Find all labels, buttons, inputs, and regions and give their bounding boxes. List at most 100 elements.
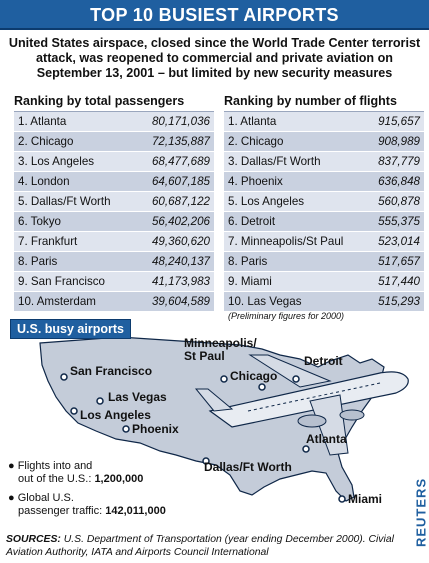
sources-note: SOURCES: U.S. Department of Transportati…: [6, 534, 421, 559]
city-label-minneapolis-line2: St Paul: [184, 349, 225, 363]
subtitle: United States airspace, closed since the…: [8, 36, 421, 80]
row-label: 7. Frankfurt: [18, 235, 78, 248]
passengers-heading: Ranking by total passengers: [14, 94, 185, 108]
row-label: 1. Atlanta: [228, 115, 277, 128]
airplane-graphic: [194, 354, 409, 456]
row-value: 72,135,887: [151, 135, 210, 148]
page-title: TOP 10 BUSIEST AIRPORTS: [0, 0, 429, 30]
stat-passengers: ● Global U.S. passenger traffic: 142,011…: [8, 492, 166, 518]
row-value: 555,375: [378, 215, 420, 228]
table-row: 7. Minneapolis/St Paul 523,014: [224, 232, 424, 252]
row-label: 2. Chicago: [228, 135, 284, 148]
city-label-chicago: Chicago: [230, 369, 278, 383]
row-label: 8. Paris: [228, 255, 268, 268]
row-value: 56,402,206: [151, 215, 210, 228]
city-label-dallas: Dallas/Ft Worth: [204, 460, 292, 474]
row-value: 68,477,689: [151, 155, 210, 168]
dot-atlanta: [302, 445, 310, 453]
sources-label: SOURCES:: [6, 534, 61, 545]
city-label-detroit: Detroit: [304, 354, 343, 368]
city-label-phoenix: Phoenix: [132, 422, 179, 436]
row-value: 49,360,620: [151, 235, 210, 248]
row-value: 80,171,036: [151, 115, 210, 128]
table-row: 4. Phoenix 636,848: [224, 172, 424, 192]
table-row: 10. Las Vegas 515,293: [224, 292, 424, 312]
row-value: 517,440: [378, 275, 420, 288]
table-row: 2. Chicago 908,989: [224, 132, 424, 152]
preliminary-note: (Preliminary figures for 2000): [228, 311, 345, 321]
row-label: 5. Dallas/Ft Worth: [18, 195, 111, 208]
table-row: 9. Miami 517,440: [224, 272, 424, 292]
table-row: 9. San Francisco 41,173,983: [14, 272, 214, 292]
stat-flights: ● Flights into and out of the U.S.: 1,20…: [8, 460, 143, 486]
dot-las-vegas: [96, 397, 104, 405]
dot-detroit: [292, 375, 300, 383]
row-value: 837,779: [378, 155, 420, 168]
row-value: 915,657: [378, 115, 420, 128]
flights-ranking: Ranking by number of flights 1. Atlanta 9…: [224, 94, 424, 312]
row-label: 5. Los Angeles: [228, 195, 305, 208]
stat-passengers-line1: ● Global U.S.: [8, 492, 74, 504]
dot-miami: [338, 495, 346, 503]
row-label: 4. Phoenix: [228, 175, 283, 188]
stat-passengers-line2: passenger traffic: 142,011,000: [18, 505, 166, 517]
row-label: 3. Dallas/Ft Worth: [228, 155, 321, 168]
dot-chicago: [258, 383, 266, 391]
passengers-rows: 1. Atlanta 80,171,036 2. Chicago 72,135,88…: [14, 111, 214, 312]
dot-los-angeles: [70, 407, 78, 415]
table-row: 6. Tokyo 56,402,206: [14, 212, 214, 232]
city-label-los-angeles: Los Angeles: [80, 408, 151, 422]
city-label-atlanta: Atlanta: [306, 432, 347, 446]
city-label-miami: Miami: [348, 492, 383, 506]
row-label: 3. Los Angeles: [18, 155, 95, 168]
flights-heading: Ranking by number of flights: [224, 94, 397, 108]
row-label: 6. Detroit: [228, 215, 276, 228]
row-label: 10. Amsterdam: [18, 295, 96, 308]
row-label: 6. Tokyo: [18, 215, 61, 228]
us-map-graphic: [39, 336, 409, 503]
row-value: 64,607,185: [151, 175, 210, 188]
table-row: 7. Frankfurt 49,360,620: [14, 232, 214, 252]
passengers-ranking: Ranking by total passengers 1. Atlanta 80…: [14, 94, 214, 312]
row-value: 48,240,137: [151, 255, 210, 268]
dot-phoenix: [122, 425, 130, 433]
row-value: 39,604,589: [151, 295, 210, 308]
row-label: 8. Paris: [18, 255, 58, 268]
us-airports-map: U.S. busy airports Minneapolis/ St Paul …: [0, 315, 429, 530]
row-value: 560,878: [378, 195, 420, 208]
stat-flights-line1: ● Flights into and: [8, 460, 93, 472]
stat-flights-value: 1,200,000: [94, 473, 144, 485]
table-row: 2. Chicago 72,135,887: [14, 132, 214, 152]
row-label: 10. Las Vegas: [228, 295, 302, 308]
dot-minneapolis: [220, 375, 228, 383]
city-label-san-francisco: San Francisco: [70, 364, 153, 378]
stat-passengers-value: 142,011,000: [105, 505, 166, 517]
table-row: 10. Amsterdam 39,604,589: [14, 292, 214, 312]
dot-dallas: [202, 457, 210, 465]
city-label-minneapolis: Minneapolis/ St Paul: [184, 337, 257, 363]
row-value: 636,848: [378, 175, 420, 188]
row-label: 1. Atlanta: [18, 115, 67, 128]
map-badge: U.S. busy airports: [10, 319, 131, 339]
table-row: 4. London 64,607,185: [14, 172, 214, 192]
table-row: 5. Los Angeles 560,878: [224, 192, 424, 212]
dot-san-francisco: [60, 373, 68, 381]
row-value: 517,657: [378, 255, 420, 268]
table-row: 3. Dallas/Ft Worth 837,779: [224, 152, 424, 172]
row-value: 523,014: [378, 235, 420, 248]
row-value: 908,989: [378, 135, 420, 148]
table-row: 3. Los Angeles 68,477,689: [14, 152, 214, 172]
row-value: 60,687,122: [151, 195, 210, 208]
city-label-minneapolis-line1: Minneapolis/: [184, 336, 257, 350]
table-row: 8. Paris 48,240,137: [14, 252, 214, 272]
row-label: 4. London: [18, 175, 70, 188]
stat-flights-line2: out of the U.S.: 1,200,000: [18, 473, 144, 485]
row-value: 515,293: [378, 295, 420, 308]
table-row: 1. Atlanta 915,657: [224, 112, 424, 132]
flights-rows: 1. Atlanta 915,657 2. Chicago 908,989 3. D…: [224, 111, 424, 312]
sources-text: U.S. Department of Transportation (year …: [6, 534, 394, 558]
row-label: 7. Minneapolis/St Paul: [228, 235, 344, 248]
row-label: 9. Miami: [228, 275, 272, 288]
table-row: 1. Atlanta 80,171,036: [14, 112, 214, 132]
city-label-las-vegas: Las Vegas: [108, 390, 167, 404]
